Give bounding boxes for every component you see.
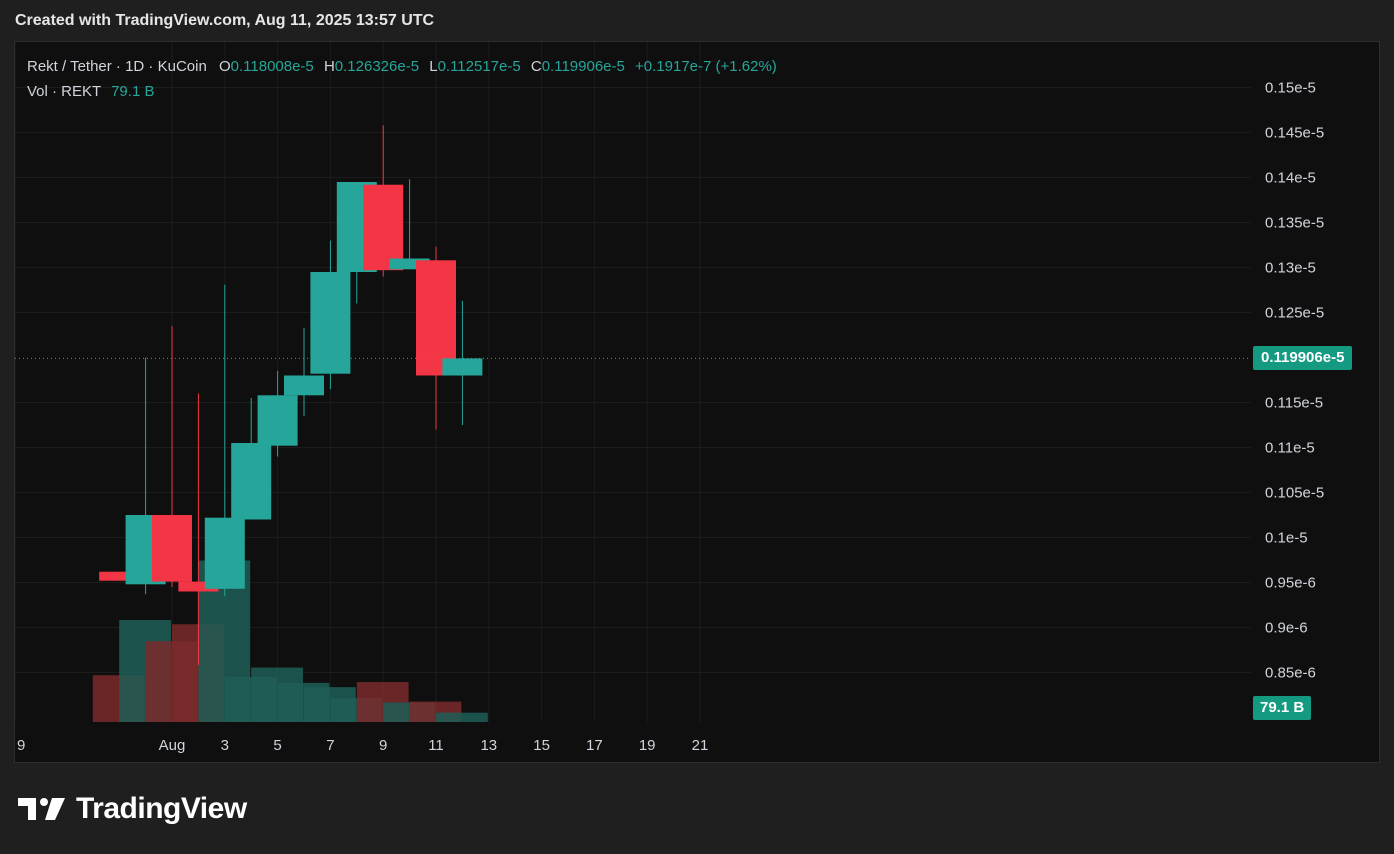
y-axis-tick-label: 0.9e-6	[1265, 620, 1308, 637]
candle-body	[99, 571, 140, 581]
x-axis-tick-label: 9	[379, 737, 387, 754]
x-axis-tick-label: 17	[586, 737, 603, 754]
candle-body	[284, 375, 324, 396]
y-axis-tick-label: 0.105e-5	[1265, 485, 1324, 502]
legend-close-label: C	[530, 58, 542, 75]
legend-close-value: 0.119906e-5	[541, 58, 625, 75]
candle-body	[204, 517, 245, 589]
x-axis-tick-label: 3	[221, 737, 229, 754]
legend-volume-value: 79.1 B	[111, 83, 155, 100]
y-axis-tick-label: 0.145e-5	[1265, 125, 1324, 142]
chart-area[interactable]: 0.15e-5 0.145e-5 0.14e-5 0.135e-5 0.13e-5 0.1…	[14, 41, 1380, 763]
legend-open-value: 0.118008e-5	[230, 58, 314, 75]
volume-tag: 79.1 B	[1253, 696, 1312, 720]
tradingview-logo-icon	[18, 798, 65, 820]
candle-body	[178, 581, 219, 592]
y-axis-tick-label: 0.14e-5	[1265, 170, 1316, 187]
legend-high-label: H	[323, 58, 335, 75]
x-axis-tick-label: 11	[428, 737, 444, 754]
x-axis-tick-label: 5	[273, 737, 281, 754]
legend-volume-label: Vol · REKT	[27, 83, 101, 100]
x-axis-tick-label: 9	[17, 737, 25, 754]
tradingview-brand-text: TradingView	[76, 792, 247, 825]
legend-high-value: 0.126326e-5	[334, 58, 420, 75]
chart-legend: Rekt / Tether · 1D · KuCoin O0.118008e-5…	[27, 54, 777, 104]
legend-symbol: Rekt / Tether · 1D · KuCoin	[27, 58, 207, 75]
legend-change: +0.1917e-7 (+1.62%)	[635, 58, 777, 75]
y-axis-tick-label: 0.95e-6	[1265, 575, 1316, 592]
y-axis-tick-label: 0.15e-5	[1265, 80, 1316, 97]
y-axis-tick-label: 0.13e-5	[1265, 260, 1316, 277]
x-axis-tick-label: 19	[639, 737, 656, 754]
candle-body	[389, 258, 430, 270]
y-axis-tick-label: 0.115e-5	[1265, 395, 1323, 412]
candle-body	[363, 184, 404, 271]
y-axis-tick-label: 0.135e-5	[1265, 215, 1324, 232]
x-axis-tick-label: 13	[480, 737, 497, 754]
legend-low-value: 0.112517e-5	[437, 58, 521, 75]
chart-caption: Created with TradingView.com, Aug 11, 20…	[15, 12, 435, 29]
y-axis-tick-label: 0.11e-5	[1265, 440, 1315, 457]
x-axis-tick-label: 21	[692, 737, 709, 754]
candle-body	[442, 358, 483, 376]
y-axis-tick-label: 0.125e-5	[1265, 305, 1324, 322]
candlestick-chart[interactable]: 0.15e-5 0.145e-5 0.14e-5 0.135e-5 0.13e-5 0.1…	[15, 42, 1380, 763]
candle-body	[257, 395, 298, 446]
y-axis-tick-label: 0.85e-6	[1265, 665, 1316, 682]
candle-body	[152, 515, 192, 582]
x-axis-tick-label: 15	[533, 737, 550, 754]
candle-body	[416, 260, 456, 376]
volume-bar	[436, 712, 488, 722]
candle-body	[231, 443, 272, 520]
x-axis-tick-label: 7	[326, 737, 334, 754]
legend-open-label: O	[218, 58, 231, 75]
y-axis-tick-label: 0.1e-5	[1265, 530, 1308, 547]
candle-body	[310, 272, 351, 374]
tradingview-logo[interactable]: TradingView	[18, 792, 247, 826]
legend-low-label: L	[429, 58, 438, 75]
x-axis-tick-label: Aug	[159, 737, 186, 754]
last-price-tag: 0.119906e-5	[1253, 346, 1353, 371]
